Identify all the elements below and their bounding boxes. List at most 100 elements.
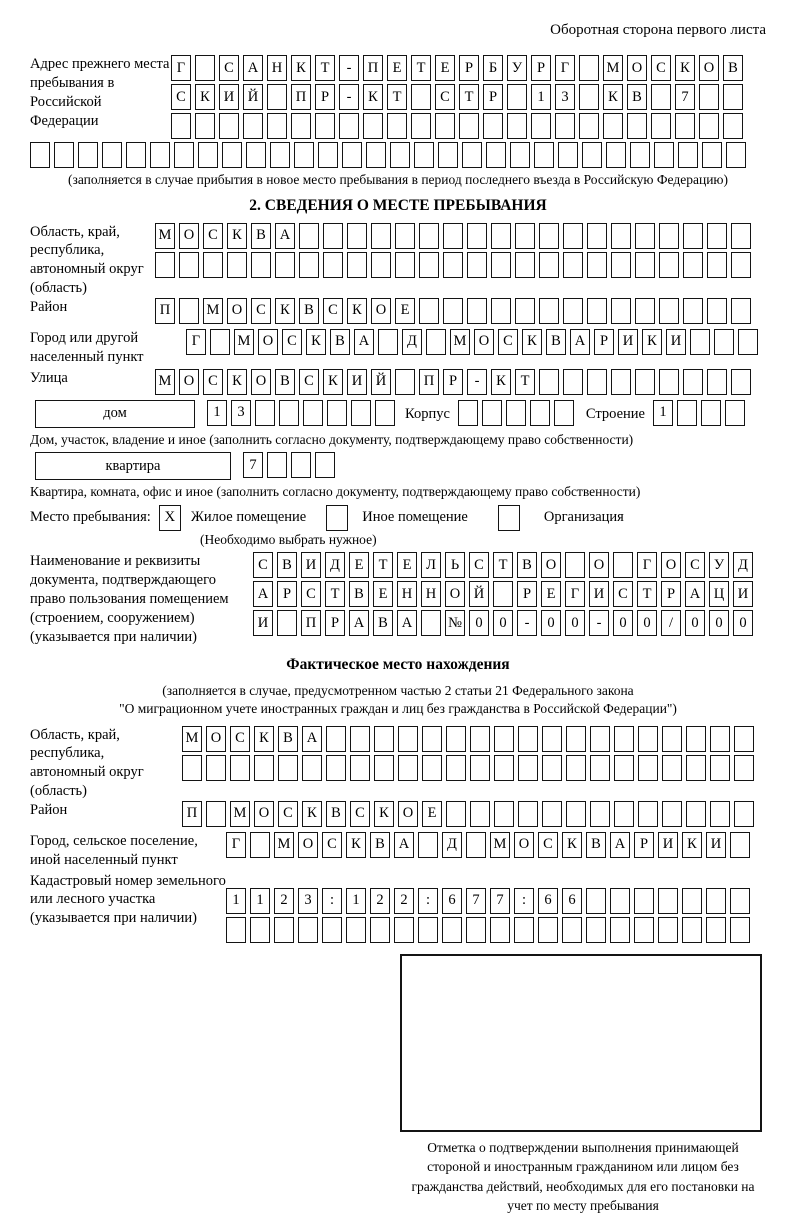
char-cell[interactable]: Н bbox=[397, 581, 417, 608]
char-cell[interactable] bbox=[470, 725, 490, 752]
char-cell[interactable] bbox=[707, 368, 727, 395]
char-cell[interactable]: К bbox=[323, 368, 343, 395]
char-cell[interactable]: С bbox=[301, 581, 321, 608]
char-cell[interactable]: К bbox=[306, 328, 326, 355]
char-cell[interactable] bbox=[374, 754, 394, 781]
char-cell[interactable]: 6 bbox=[562, 887, 582, 914]
char-cell[interactable]: К bbox=[642, 328, 662, 355]
char-cell[interactable] bbox=[563, 251, 583, 278]
char-cell[interactable] bbox=[731, 251, 751, 278]
char-cell[interactable]: К bbox=[291, 55, 311, 81]
char-cell[interactable]: 0 bbox=[709, 610, 729, 637]
char-cell[interactable] bbox=[515, 297, 535, 324]
char-cell[interactable] bbox=[494, 725, 514, 752]
char-cell[interactable] bbox=[610, 887, 630, 914]
char-cell[interactable]: И bbox=[666, 328, 686, 355]
char-cell[interactable]: И bbox=[618, 328, 638, 355]
char-cell[interactable] bbox=[422, 725, 442, 752]
char-cell[interactable] bbox=[339, 113, 359, 139]
char-cell[interactable]: О bbox=[227, 297, 247, 324]
char-cell[interactable] bbox=[730, 916, 750, 943]
char-cell[interactable]: 3 bbox=[231, 399, 251, 426]
char-cell[interactable] bbox=[682, 916, 702, 943]
char-cell[interactable]: И bbox=[589, 581, 609, 608]
char-cell[interactable]: О bbox=[661, 552, 681, 579]
char-cell[interactable]: С bbox=[469, 552, 489, 579]
char-cell[interactable] bbox=[678, 142, 698, 168]
char-cell[interactable]: Е bbox=[387, 55, 407, 81]
char-cell[interactable] bbox=[627, 113, 647, 139]
char-cell[interactable] bbox=[443, 222, 463, 249]
char-cell[interactable] bbox=[659, 251, 679, 278]
char-cell[interactable] bbox=[710, 725, 730, 752]
char-cell[interactable] bbox=[565, 552, 585, 579]
char-cell[interactable]: А bbox=[685, 581, 705, 608]
char-cell[interactable]: Й bbox=[469, 581, 489, 608]
char-cell[interactable]: 3 bbox=[298, 887, 318, 914]
char-cell[interactable] bbox=[398, 725, 418, 752]
char-cell[interactable]: П bbox=[301, 610, 321, 637]
char-cell[interactable] bbox=[710, 754, 730, 781]
char-cell[interactable]: В bbox=[546, 328, 566, 355]
char-cell[interactable] bbox=[303, 399, 323, 426]
char-cell[interactable]: А bbox=[349, 610, 369, 637]
char-cell[interactable] bbox=[510, 142, 530, 168]
char-cell[interactable]: Й bbox=[371, 368, 391, 395]
char-cell[interactable]: О bbox=[589, 552, 609, 579]
char-cell[interactable] bbox=[267, 452, 287, 479]
char-cell[interactable] bbox=[371, 222, 391, 249]
char-cell[interactable]: М bbox=[490, 831, 510, 858]
char-cell[interactable] bbox=[683, 297, 703, 324]
char-cell[interactable] bbox=[553, 399, 574, 426]
char-cell[interactable] bbox=[590, 754, 610, 781]
char-cell[interactable] bbox=[442, 916, 462, 943]
char-cell[interactable] bbox=[486, 142, 506, 168]
char-cell[interactable] bbox=[586, 916, 606, 943]
char-cell[interactable] bbox=[298, 916, 318, 943]
char-cell[interactable]: М bbox=[203, 297, 223, 324]
char-cell[interactable]: В bbox=[299, 297, 319, 324]
char-cell[interactable] bbox=[411, 84, 431, 110]
char-cell[interactable] bbox=[457, 399, 478, 426]
char-cell[interactable] bbox=[630, 142, 650, 168]
char-cell[interactable] bbox=[30, 142, 50, 168]
char-cell[interactable]: Т bbox=[637, 581, 657, 608]
char-cell[interactable] bbox=[243, 113, 263, 139]
char-cell[interactable]: В bbox=[251, 222, 271, 249]
char-cell[interactable] bbox=[366, 142, 386, 168]
char-cell[interactable] bbox=[326, 754, 346, 781]
char-cell[interactable] bbox=[638, 754, 658, 781]
char-cell[interactable]: К bbox=[347, 297, 367, 324]
char-cell[interactable] bbox=[250, 916, 270, 943]
char-cell[interactable] bbox=[394, 916, 414, 943]
char-cell[interactable] bbox=[347, 251, 367, 278]
char-cell[interactable] bbox=[606, 142, 626, 168]
char-cell[interactable]: О bbox=[445, 581, 465, 608]
char-cell[interactable] bbox=[613, 552, 633, 579]
char-cell[interactable] bbox=[507, 113, 527, 139]
char-cell[interactable]: - bbox=[589, 610, 609, 637]
char-cell[interactable]: С bbox=[498, 328, 518, 355]
char-cell[interactable] bbox=[322, 916, 342, 943]
char-cell[interactable] bbox=[658, 916, 678, 943]
char-cell[interactable] bbox=[515, 251, 535, 278]
char-cell[interactable] bbox=[446, 754, 466, 781]
char-cell[interactable]: Т bbox=[411, 55, 431, 81]
char-cell[interactable] bbox=[710, 800, 730, 827]
char-cell[interactable]: С bbox=[219, 55, 239, 81]
char-cell[interactable] bbox=[350, 725, 370, 752]
char-cell[interactable] bbox=[699, 84, 719, 110]
char-cell[interactable]: Д bbox=[325, 552, 345, 579]
char-cell[interactable] bbox=[724, 399, 745, 426]
char-cell[interactable]: М bbox=[603, 55, 623, 81]
char-cell[interactable] bbox=[659, 368, 679, 395]
char-cell[interactable] bbox=[414, 142, 434, 168]
char-cell[interactable]: 1 bbox=[207, 399, 227, 426]
char-cell[interactable] bbox=[579, 84, 599, 110]
char-cell[interactable]: Т bbox=[373, 552, 393, 579]
char-cell[interactable] bbox=[566, 725, 586, 752]
checkbox-other-premises[interactable] bbox=[326, 504, 349, 531]
char-cell[interactable] bbox=[323, 251, 343, 278]
char-cell[interactable]: - bbox=[339, 84, 359, 110]
char-cell[interactable] bbox=[734, 800, 754, 827]
